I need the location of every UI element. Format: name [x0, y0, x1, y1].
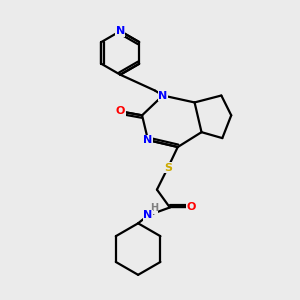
Text: N: N [143, 210, 153, 220]
Text: S: S [164, 163, 172, 173]
Text: N: N [116, 26, 125, 36]
Text: O: O [187, 202, 196, 212]
Text: O: O [116, 106, 125, 116]
Text: N: N [143, 135, 153, 145]
Text: H: H [150, 203, 158, 214]
Text: N: N [158, 91, 167, 100]
